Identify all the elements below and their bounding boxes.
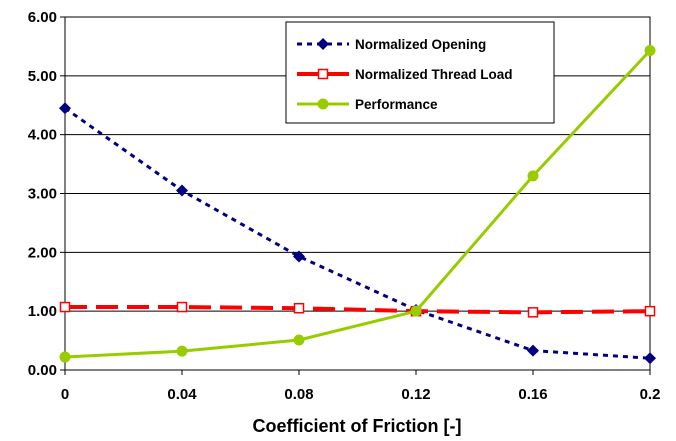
data-point-normalized-thread-load [293,302,305,314]
data-point-normalized-thread-load [59,301,71,313]
series-line-normalized-opening [64,106,651,360]
x-tick-labels: 0 0.04 0.08 0.12 0.16 0.2 [61,386,661,403]
data-point-normalized-opening [59,102,71,115]
data-point-performance [59,351,71,363]
data-point-normalized-thread-load [176,301,188,313]
axes [60,16,651,375]
y-tick-label: 3.00 [28,186,57,203]
x-tick-label: 0.08 [284,386,313,403]
data-point-performance [293,334,305,346]
data-point-normalized-opening [176,184,188,197]
data-point-performance [644,45,656,57]
x-tick-label: 0 [61,386,69,403]
x-tick-label: 0.16 [518,386,547,403]
legend: Normalized Opening Normalized Thread Load… [285,21,555,124]
plot-frame [64,16,651,371]
data-point-performance [527,170,539,182]
y-tick-label: 5.00 [28,68,57,85]
y-tick-labels: 0.00 1.00 2.00 3.00 4.00 5.00 6.00 [28,9,57,379]
legend-label-normalized-thread-load: Normalized Thread Load [355,67,513,82]
data-point-performance [176,345,188,357]
legend-marker-normalized-opening [317,38,329,50]
x-tick-label: 0.2 [640,386,661,403]
y-tick-label: 0.00 [28,362,57,379]
y-tick-label: 4.00 [28,127,57,144]
legend-marker-performance [317,98,329,110]
series-group [59,45,656,365]
legend-item-normalized-thread-load: Normalized Thread Load [297,67,513,82]
legend-label-normalized-opening: Normalized Opening [355,37,486,52]
series-line-normalized-thread-load [65,305,651,315]
legend-item-normalized-opening: Normalized Opening [297,37,486,52]
data-point-normalized-opening [293,250,305,263]
data-point-performance [410,305,422,317]
data-point-normalized-thread-load [644,305,656,317]
series-normalized-thread-load [59,301,656,318]
data-point-normalized-opening [527,344,539,357]
x-axis-title: Coefficient of Friction [-] [253,416,462,436]
legend-marker-normalized-thread-load [317,68,329,80]
series-performance [59,45,656,363]
data-point-normalized-opening [644,352,656,365]
y-tick-label: 2.00 [28,244,57,261]
data-point-normalized-thread-load [527,307,539,318]
y-tick-label: 6.00 [28,9,57,26]
x-tick-label: 0.12 [401,386,430,403]
x-tick-label: 0.04 [167,386,197,403]
legend-item-performance: Performance [297,97,438,112]
legend-label-performance: Performance [355,97,438,112]
y-tick-label: 1.00 [28,303,57,320]
series-line-performance [64,49,652,359]
